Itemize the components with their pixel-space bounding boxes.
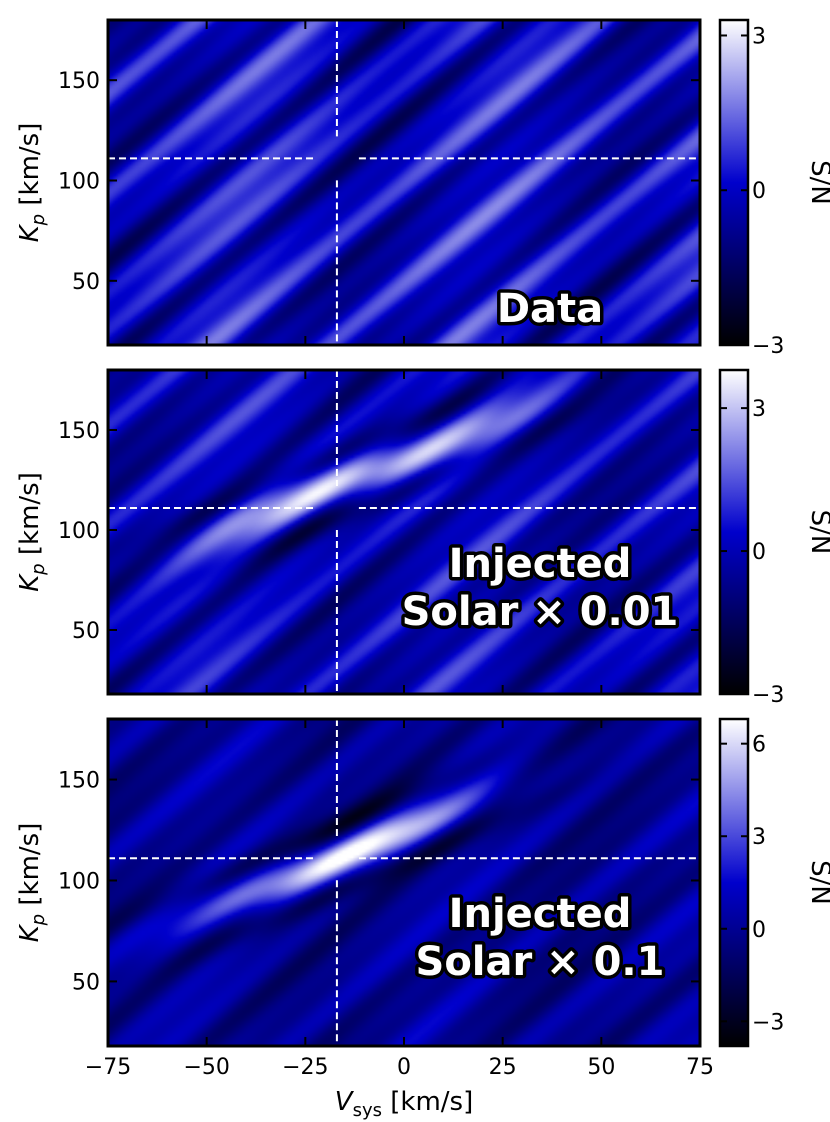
x-axis-title-sub: sys (353, 1100, 382, 1121)
colorbar (718, 717, 750, 1048)
colorbar (718, 18, 750, 347)
y-axis-title-sub: p (28, 214, 49, 226)
colorbar-tick-label: 0 (752, 918, 766, 943)
colorbar (718, 368, 750, 696)
y-tick-label: 100 (58, 169, 100, 194)
y-tick-label: 50 (72, 970, 100, 995)
heatmap-image (108, 370, 700, 694)
y-tick-label: 150 (58, 419, 100, 444)
y-axis-title: Kp [km/s] (15, 472, 49, 592)
x-tick-label: −50 (183, 1055, 229, 1080)
panel-label-line: Solar × 0.1 (416, 939, 665, 985)
x-axis-title-unit: [km/s] (382, 1087, 473, 1117)
colorbar-tick-label: 3 (752, 825, 766, 850)
panel-1: 50 100 150 Kp [km/s] Data −3 0 3 S/N (15, 18, 830, 359)
x-axis-title: Vsys [km/s] (335, 1087, 473, 1121)
colorbar-tick-label: −3 (752, 334, 784, 359)
x-tick-label: −75 (85, 1055, 131, 1080)
heatmap-image (108, 719, 700, 1046)
colorbar-tick-label: 6 (752, 733, 766, 758)
y-axis-title-sub: p (28, 914, 49, 926)
x-tick-label: 75 (686, 1055, 714, 1080)
colorbar-label: S/N (805, 860, 830, 905)
y-tick-label: 150 (58, 769, 100, 794)
colorbar-label: S/N (805, 510, 830, 555)
y-axis-title-unit: [km/s] (15, 823, 45, 914)
colorbar-tick-label: 0 (752, 540, 766, 565)
x-tick-label: −25 (282, 1055, 328, 1080)
x-tick-label: 0 (397, 1055, 411, 1080)
y-tick-label: 100 (58, 519, 100, 544)
colorbar-label: S/N (805, 160, 830, 205)
x-axis-title-main: V (335, 1087, 355, 1117)
y-axis-title-unit: [km/s] (15, 123, 45, 214)
colorbar-tick-label: −3 (752, 683, 784, 708)
colorbar-tick-label: 3 (752, 397, 766, 422)
colorbar-tick-label: 3 (752, 24, 766, 49)
y-axis-title: Kp [km/s] (15, 123, 49, 243)
panel-label-line: Injected (449, 541, 632, 587)
colorbar-tick-label: −3 (752, 1010, 784, 1035)
y-axis-title-main: K (15, 573, 45, 592)
y-axis-title-sub: p (28, 563, 49, 575)
y-axis-title-main: K (15, 923, 45, 942)
colorbar-tick-label: 0 (752, 179, 766, 204)
y-axis-title-main: K (15, 223, 45, 242)
y-tick-label: 50 (72, 270, 100, 295)
panel-label-line: Solar × 0.01 (402, 589, 679, 635)
y-tick-label: 50 (72, 619, 100, 644)
y-axis-title: Kp [km/s] (15, 823, 49, 943)
x-tick-label: 50 (587, 1055, 615, 1080)
panel-label-line: Injected (449, 891, 632, 937)
heatmap-image (108, 20, 700, 345)
x-tick-label: 25 (489, 1055, 517, 1080)
panel-label-line: Data (497, 286, 603, 332)
y-tick-label: 150 (58, 69, 100, 94)
y-tick-label: 100 (58, 869, 100, 894)
y-axis-title-unit: [km/s] (15, 472, 45, 563)
